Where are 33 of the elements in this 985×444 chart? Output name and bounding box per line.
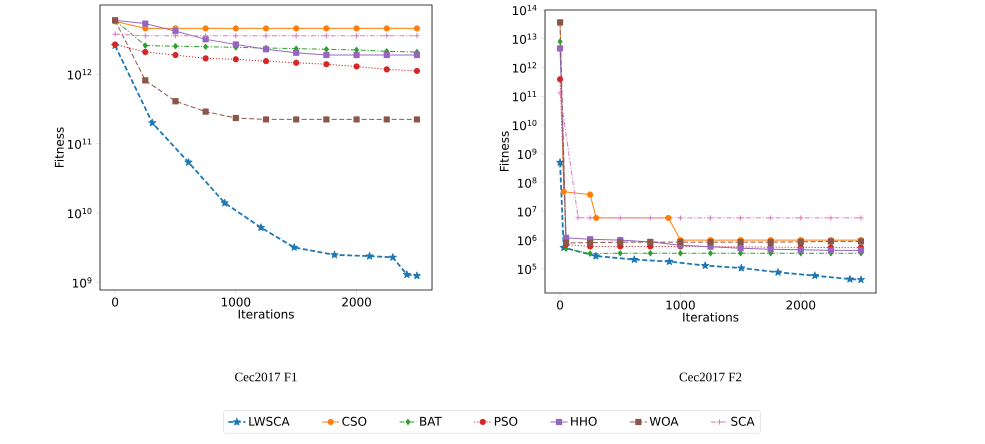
y-tick-label: 10$^{11}$ [68, 138, 92, 149]
legend-label: SCA [731, 416, 755, 426]
legend-label: CSO [342, 416, 366, 426]
y-axis-title: Fitness [500, 131, 509, 172]
x-axis-title: Iterations [683, 312, 738, 322]
y-tick-label: 10$^{5}$ [518, 264, 536, 274]
y-tick-label: 10$^{10}$ [512, 120, 536, 130]
x-tick-label: 2000 [342, 297, 371, 307]
x-tick-label: 1000 [666, 300, 695, 310]
y-tick-label: 10$^{11}$ [512, 91, 536, 102]
y-tick-label: 10$^{9}$ [518, 148, 536, 160]
legend-label: BAT [420, 416, 442, 426]
y-tick-label: 10$^{12}$ [68, 69, 92, 80]
x-axis-title: Iterations [238, 309, 294, 319]
y-tick-label: 10$^{12}$ [512, 62, 536, 73]
y-tick-label: 10$^{9}$ [73, 277, 92, 288]
y-tick-label: 10$^{8}$ [518, 177, 536, 188]
text: Cec2017 F2 [680, 372, 742, 382]
y-tick-label: 10$^{7}$ [518, 206, 536, 216]
y-axis-title: Fitness [54, 127, 64, 168]
text: Cec2017 F1 [235, 372, 297, 382]
legend-label: LWSCA [249, 416, 290, 426]
y-tick-label: 10$^{13}$ [512, 34, 536, 44]
legend-label: HHO [571, 416, 597, 426]
legend-label: PSO [494, 416, 518, 426]
x-tick-label: 0 [557, 300, 564, 310]
x-tick-label: 1000 [222, 297, 250, 307]
y-tick-label: 10$^{14}$ [512, 4, 537, 16]
legend-label: WOA [650, 416, 678, 426]
x-tick-label: 0 [112, 297, 118, 307]
x-tick-label: 2000 [786, 300, 816, 310]
y-tick-label: 10$^{6}$ [518, 234, 536, 246]
y-tick-label: 10$^{10}$ [68, 208, 92, 218]
